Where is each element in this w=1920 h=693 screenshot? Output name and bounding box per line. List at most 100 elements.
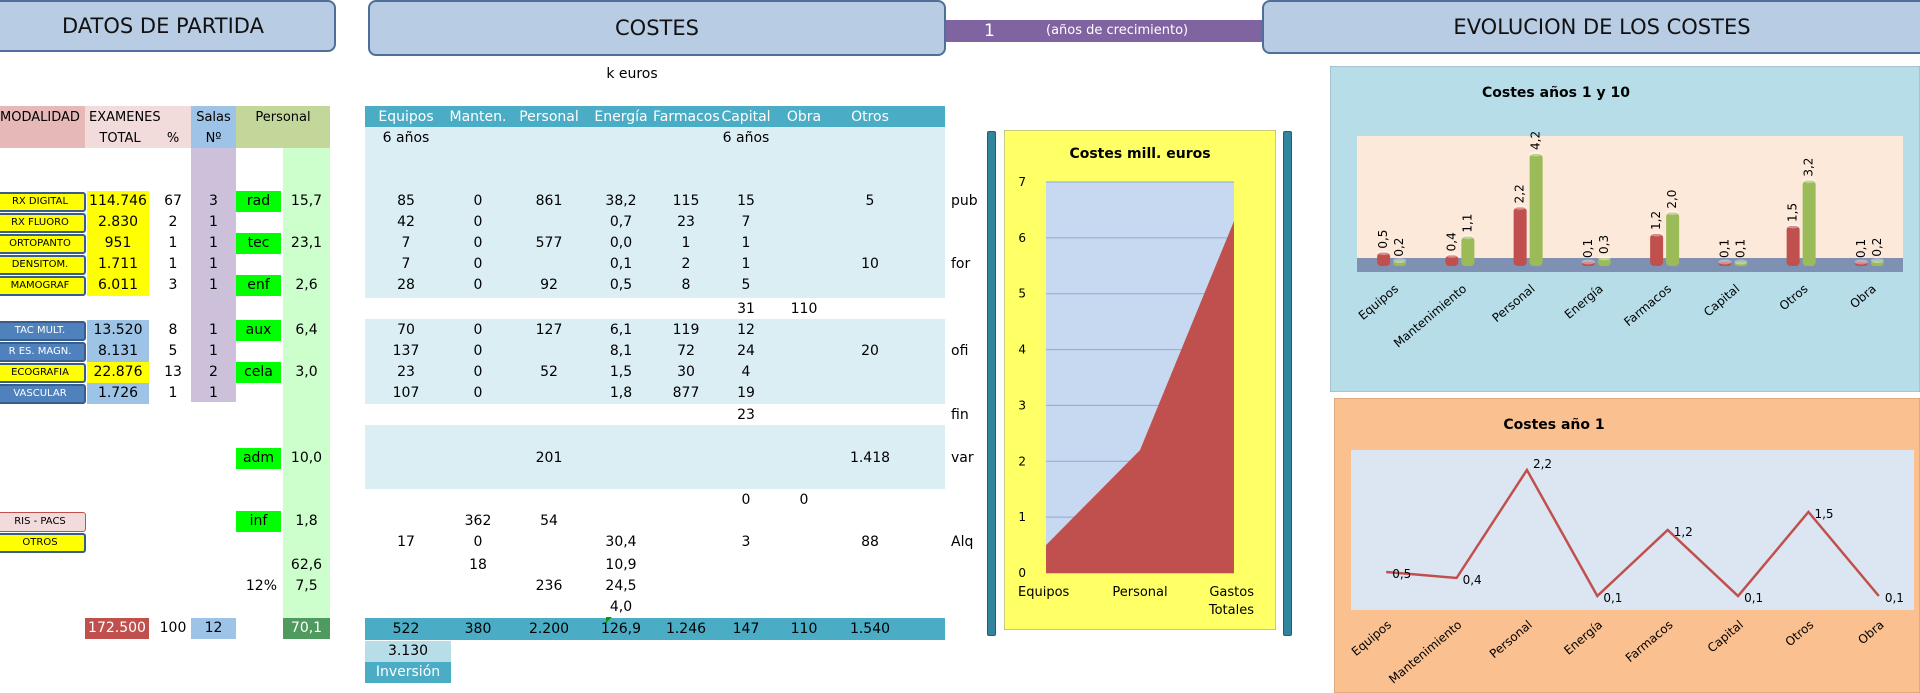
salas-header-bg (191, 106, 236, 148)
total-manten: 380 (464, 621, 492, 637)
evolucion-header: EVOLUCION DE LOS COSTES (1262, 0, 1920, 54)
c-cell: 4 (741, 364, 751, 380)
pval-cell: 23,1 (290, 235, 323, 251)
chart2-bar-top (1461, 234, 1475, 240)
mod-label: DENSITOM. (11, 259, 69, 270)
pct-cell: 67 (164, 193, 182, 209)
col-manten: Manten. (449, 109, 507, 125)
chart1-area-series (1046, 221, 1234, 573)
inf-cell: inf (236, 511, 281, 532)
pers-12: 7,5 (295, 578, 318, 594)
extra-energia3: 4,0 (609, 599, 633, 615)
zero-obra: 0 (799, 492, 809, 508)
costes-body-1 (365, 127, 945, 298)
c-cell: 38,2 (605, 193, 637, 209)
chart2-data-label: 1,1 (1460, 214, 1474, 233)
c-cell: 8,1 (609, 343, 633, 359)
years-value[interactable]: 1 (984, 21, 995, 41)
pct-cell: 13 (164, 364, 182, 380)
ptype-cell: enf (236, 275, 281, 296)
mod-label: RX FLUORO (11, 217, 69, 228)
chart2-bar (1461, 236, 1475, 266)
chart1-xtick: Gastos (1209, 585, 1254, 600)
otros-energia: 30,4 (605, 534, 637, 550)
mod-vascular[interactable]: VASCULAR (0, 384, 86, 404)
mod-mamograf[interactable]: MAMOGRAF (0, 276, 86, 296)
chart2-bar-top (1870, 258, 1884, 264)
total-equipos: 522 (392, 621, 420, 637)
mod-res-magn[interactable]: R ES. MAGN. (0, 342, 86, 362)
pct-cell: 1 (168, 235, 178, 251)
mod-rx-fluoro[interactable]: RX FLUORO (0, 213, 86, 233)
datos-header: DATOS DE PARTIDA (0, 0, 336, 52)
salas-cell: 1 (209, 385, 218, 401)
datos-header-label: DATOS DE PARTIDA (62, 14, 264, 38)
pct-cell: 8 (168, 322, 178, 338)
chart2-data-label: 0,2 (1870, 238, 1884, 257)
chart2-bar-top (1529, 151, 1543, 157)
chart2-bar (1597, 258, 1611, 266)
keuros-label: k euros (606, 66, 658, 82)
chart2-bar-top (1854, 259, 1868, 265)
adm-val: 10,0 (290, 450, 323, 466)
salas-cell: 1 (209, 214, 218, 230)
mod-label: ECOGRAFIA (11, 367, 69, 378)
row-label-var: var (951, 450, 974, 466)
mod-ortopanto[interactable]: ORTOPANTO (0, 234, 86, 254)
chart2-data-label: 1,2 (1649, 211, 1663, 230)
mod-rx-digital[interactable]: RX DIGITAL (0, 192, 86, 212)
chart3-data-label: 2,2 (1533, 457, 1552, 471)
c-cell: 7 (741, 214, 751, 230)
row-label-pub: pub (951, 193, 978, 209)
row-label-alq: Alq (951, 534, 974, 550)
ptype-cell: rad (236, 191, 281, 212)
chart1-ytick: 5 (1018, 287, 1026, 301)
evolucion-header-label: EVOLUCION DE LOS COSTES (1453, 15, 1751, 39)
chart2-bar-top (1445, 252, 1459, 258)
ris-pacs-button[interactable]: RIS - PACS (0, 512, 86, 532)
c-cell: 20 (861, 343, 879, 359)
c-cell: 110 (790, 301, 818, 317)
chart1-xtick: Personal (1112, 585, 1167, 600)
c-cell: 127 (535, 322, 563, 338)
extra-energia1: 10,9 (605, 557, 637, 573)
chart2-bar-top (1734, 259, 1748, 265)
chart1-ytick: 3 (1018, 398, 1026, 412)
c-cell: 0,7 (609, 214, 633, 230)
chart2-data-label: 0,3 (1597, 235, 1611, 254)
salas-cell: 1 (209, 235, 218, 251)
chart2-bar-top (1513, 204, 1527, 210)
c-cell: 72 (677, 343, 695, 359)
col-energia: Energía (594, 109, 648, 125)
extra-energia2: 24,5 (605, 578, 637, 594)
personal-header-bg (236, 106, 330, 148)
c-cell: 0 (473, 235, 483, 251)
total-cell: 2.830 (87, 212, 149, 233)
chart1-title: Costes mill. euros (1069, 146, 1210, 162)
mod-densitom[interactable]: DENSITOM. (0, 255, 86, 275)
pct12: 12% (245, 578, 277, 594)
salas-cell: 1 (209, 322, 218, 338)
mod-tac-mult[interactable]: TAC MULT. (0, 321, 86, 341)
chart3-data-label: 1,5 (1814, 507, 1833, 521)
chart1-ytick: 0 (1018, 566, 1026, 580)
chart3-data-label: 0,1 (1744, 591, 1763, 605)
pval-cell: 6,4 (295, 322, 318, 338)
inf-val: 1,8 (295, 513, 318, 529)
chart2-bar-top (1718, 259, 1732, 265)
c-cell: 0 (473, 385, 483, 401)
total-cell: 1.726 (87, 383, 149, 404)
chart3-data-label: 0,1 (1603, 591, 1622, 605)
mod-ecografia[interactable]: ECOGRAFIA (0, 363, 86, 383)
chart2-bar-top (1377, 250, 1391, 256)
chart2-title: Costes años 1 y 10 (1482, 85, 1630, 101)
col-personal: Personal (519, 109, 579, 125)
examenes-header-bg (85, 106, 191, 148)
total-exams: 172.500 (85, 618, 149, 639)
salas-column-bg (191, 148, 236, 402)
personal-column-bg (283, 148, 330, 618)
c-cell: 30 (677, 364, 695, 380)
row-label-fin: fin (951, 407, 969, 423)
c-cell: 7 (401, 235, 411, 251)
otros-button[interactable]: OTROS (0, 533, 86, 553)
